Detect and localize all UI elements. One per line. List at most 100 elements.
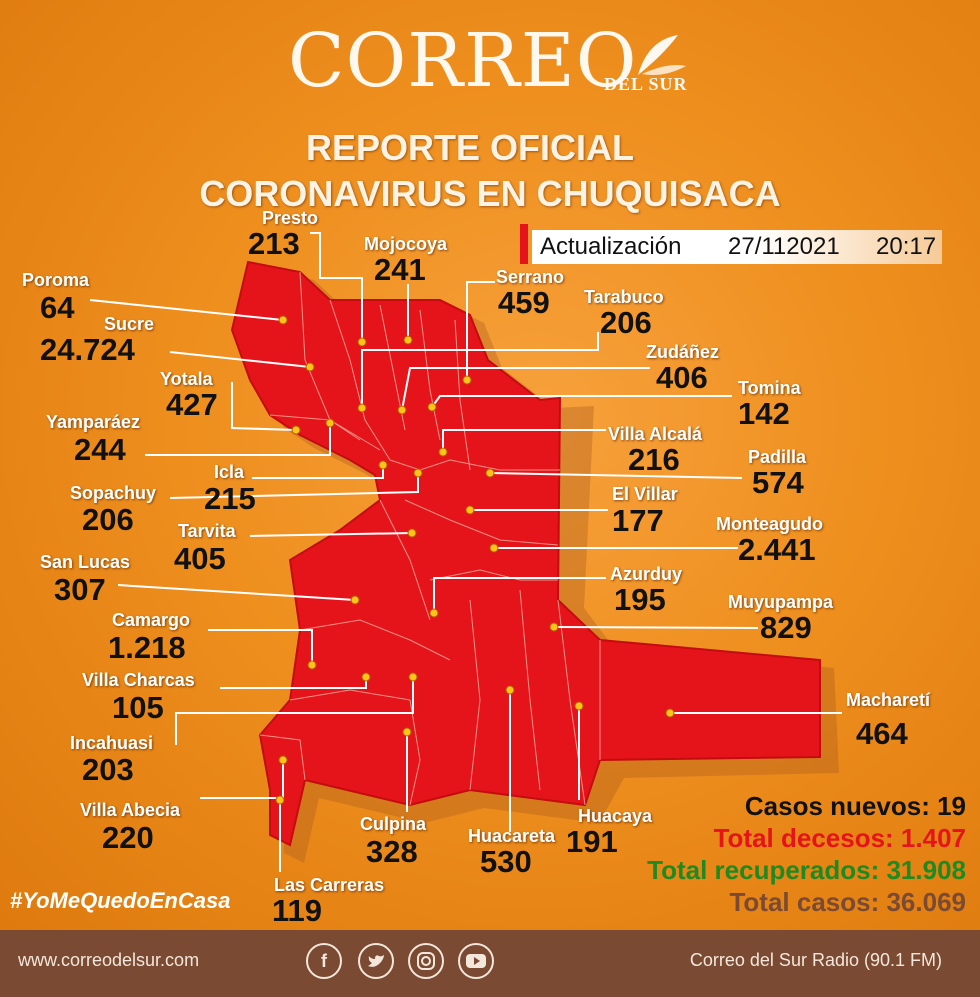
website-link[interactable]: www.correodelsur.com — [18, 950, 200, 970]
municipality-cases-incahuasi: 203 — [82, 752, 134, 787]
municipality-cases-tarvita: 405 — [174, 541, 226, 576]
municipality-name-machareti: Macharetí — [846, 690, 931, 710]
leader-line-poroma — [89, 299, 284, 321]
location-dot-sucre — [305, 362, 315, 372]
location-dot-huacaya — [574, 701, 584, 711]
municipality-name-tarabuco: Tarabuco — [584, 287, 664, 307]
location-dot-villa-alcala — [438, 447, 448, 457]
municipality-cases-serrano: 459 — [498, 285, 550, 320]
total-deaths: Total decesos: 1.407 — [713, 823, 966, 853]
municipality-name-zudanez: Zudáñez — [646, 342, 720, 362]
municipality-name-monteagudo: Monteagudo — [716, 514, 823, 534]
location-dot-tarabuco — [357, 403, 367, 413]
update-time: 20:17 — [876, 233, 937, 260]
leader-line-san-lucas — [117, 584, 356, 601]
municipality-name-sucre: Sucre — [104, 314, 155, 334]
update-marker — [520, 224, 528, 264]
municipality-name-tarvita: Tarvita — [178, 521, 236, 541]
municipality-cases-azurduy: 195 — [614, 582, 666, 617]
leader-line-camargo — [208, 629, 313, 665]
update-date: 27/112021 — [728, 233, 840, 260]
location-dot-tomina — [427, 402, 437, 412]
leader-line-tarvita — [249, 532, 413, 537]
municipality-name-mojocoya: Mojocoya — [364, 234, 448, 254]
new-cases: Casos nuevos: 19 — [744, 791, 966, 821]
municipality-name-huacareta: Huacareta — [468, 826, 556, 846]
report-subtitle: CORONAVIRUS EN CHUQUISACA — [199, 173, 781, 214]
stats-panel: Casos nuevos: 19 Total decesos: 1.407 To… — [647, 790, 966, 918]
leader-line-tarabuco — [361, 332, 599, 408]
municipality-cases-icla: 215 — [204, 481, 256, 516]
municipality-cases-san-lucas: 307 — [54, 572, 106, 607]
location-dot-icla — [378, 460, 388, 470]
municipality-cases-villa-charcas: 105 — [112, 690, 164, 725]
municipality-name-incahuasi: Incahuasi — [70, 733, 154, 753]
municipality-cases-muyupampa: 829 — [760, 610, 812, 645]
location-dot-tarvita — [407, 528, 417, 538]
municipality-name-villa-charcas: Villa Charcas — [82, 670, 195, 690]
municipality-name-padilla: Padilla — [748, 447, 807, 467]
municipality-cases-el-villar: 177 — [612, 503, 664, 538]
location-dot-sopachuy — [413, 468, 423, 478]
leader-line-yotala — [231, 382, 297, 431]
municipality-cases-presto: 213 — [248, 226, 300, 261]
leader-line-sucre — [169, 351, 311, 368]
location-dot-villa-abecia — [278, 755, 288, 765]
municipality-cases-villa-abecia: 220 — [102, 820, 154, 855]
instagram-icon[interactable] — [408, 943, 444, 979]
radio-info: Correo del Sur Radio (90.1 FM) — [689, 950, 942, 970]
municipality-cases-tomina: 142 — [738, 396, 790, 431]
municipality-name-yotala: Yotala — [160, 369, 213, 389]
municipality-cases-yotala: 427 — [166, 387, 218, 422]
municipality-name-culpina: Culpina — [360, 814, 426, 834]
location-dot-poroma — [278, 315, 288, 325]
municipality-name-serrano: Serrano — [496, 267, 565, 287]
municipality-name-huacaya: Huacaya — [578, 806, 653, 826]
facebook-icon[interactable]: f — [306, 943, 342, 979]
leader-line-azurduy — [433, 577, 606, 613]
municipality-cases-tarabuco: 206 — [600, 305, 652, 340]
leader-line-serrano — [466, 281, 495, 380]
municipality-cases-huacareta: 530 — [480, 844, 532, 879]
location-dot-incahuasi — [408, 672, 418, 682]
location-dot-padilla — [485, 468, 495, 478]
location-dot-zudanez — [397, 405, 407, 415]
location-dot-san-lucas — [350, 595, 360, 605]
municipality-name-yamparaez: Yamparáez — [46, 412, 141, 432]
leader-line-villa-alcala — [442, 429, 606, 452]
location-dot-villa-charcas — [361, 672, 371, 682]
leader-lines — [89, 232, 842, 872]
municipality-name-muyupampa: Muyupampa — [728, 592, 834, 612]
municipality-name-el-villar: El Villar — [612, 484, 678, 504]
leader-line-sopachuy — [169, 473, 419, 499]
municipality-cases-mojocoya: 241 — [374, 252, 426, 287]
location-dot-monteagudo — [489, 543, 499, 553]
location-dot-huacareta — [505, 685, 515, 695]
leaf-icon — [638, 35, 686, 75]
municipality-name-tomina: Tomina — [738, 378, 801, 398]
logo-subtitle: DEL SUR — [604, 74, 688, 94]
chuquisaca-map — [89, 232, 842, 872]
leader-line-incahuasi — [175, 677, 414, 745]
youtube-icon[interactable] — [458, 943, 494, 979]
location-dot-azurduy — [429, 608, 439, 618]
municipality-cases-sopachuy: 206 — [82, 502, 134, 537]
municipality-cases-machareti: 464 — [856, 716, 908, 751]
municipality-name-san-lucas: San Lucas — [40, 552, 131, 572]
location-dot-serrano — [462, 375, 472, 385]
total-recovered: Total recuperados: 31.908 — [647, 855, 966, 885]
municipality-cases-camargo: 1.218 — [108, 630, 186, 665]
total-cases: Total casos: 36.069 — [729, 887, 966, 917]
location-dot-el-villar — [465, 505, 475, 515]
location-dots — [275, 315, 675, 805]
twitter-icon[interactable] — [358, 943, 394, 979]
municipality-name-icla: Icla — [214, 462, 245, 482]
location-dot-las-carreras — [275, 795, 285, 805]
location-dot-yamparaez — [325, 418, 335, 428]
municipality-cases-poroma: 64 — [40, 290, 75, 325]
location-dot-culpina — [402, 727, 412, 737]
leader-line-presto — [310, 232, 363, 342]
location-dot-presto — [357, 337, 367, 347]
municipality-cases-sucre: 24.724 — [40, 332, 135, 367]
municipality-name-poroma: Poroma — [22, 270, 90, 290]
